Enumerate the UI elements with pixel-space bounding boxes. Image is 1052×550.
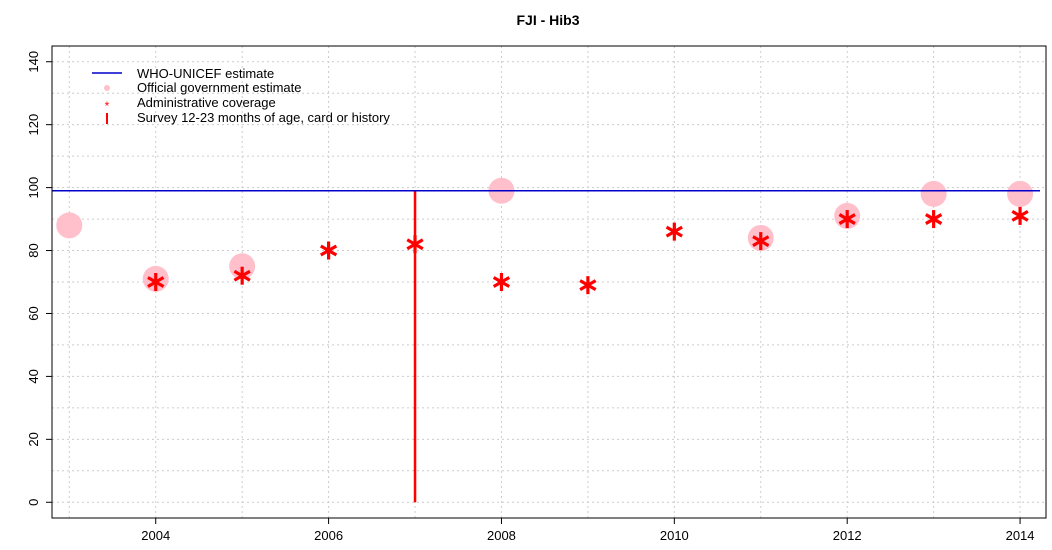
- x-tick-label: 2010: [660, 528, 689, 543]
- administrative-coverage-point: [492, 273, 511, 291]
- administrative-coverage-point: [147, 273, 165, 291]
- x-tick-label: 2014: [1006, 528, 1035, 543]
- asterisk-stroke: [406, 238, 424, 251]
- asterisk-stroke: [579, 279, 597, 292]
- y-tick-label: 40: [26, 369, 41, 383]
- asterisk-stroke: [665, 225, 683, 238]
- x-tick-label: 2004: [141, 528, 170, 543]
- chart-title: FJI - Hib3: [516, 12, 579, 28]
- legend: WHO-UNICEF estimate Official government …: [92, 66, 390, 125]
- y-tick-label: 80: [26, 243, 41, 257]
- asterisk-stroke: [147, 276, 165, 288]
- y-tick-label: 20: [26, 432, 41, 446]
- asterisk-stroke: [1011, 210, 1029, 222]
- asterisk-stroke: [925, 213, 943, 225]
- grid: [52, 46, 1046, 518]
- legend-label-official: Official government estimate: [137, 80, 302, 95]
- y-tick-label: 140: [26, 51, 41, 73]
- administrative-coverage-point: [1011, 206, 1029, 225]
- x-tick-label: 2012: [833, 528, 862, 543]
- legend-label-who-unicef: WHO-UNICEF estimate: [137, 66, 274, 81]
- y-tick-label: 0: [26, 499, 41, 506]
- official-estimate-point: [920, 180, 947, 207]
- administrative-coverage-point: [665, 222, 683, 241]
- legend-star-swatch: *: [105, 99, 110, 113]
- asterisk-stroke: [233, 269, 251, 282]
- administrative-coverage-point: [752, 232, 770, 251]
- y-tick-label: 60: [26, 306, 41, 320]
- data-marks: [52, 177, 1040, 503]
- axes: 2004 2006 2008 2010 2012 2014 0 20 40 60 80 100 120 1…: [26, 51, 1035, 543]
- asterisk-stroke: [492, 276, 511, 288]
- administrative-coverage-point: [319, 241, 338, 260]
- administrative-coverage-point: [838, 210, 856, 229]
- legend-label-survey: Survey 12-23 months of age, card or hist…: [137, 110, 390, 125]
- administrative-coverage-point: [406, 235, 424, 254]
- official-estimate-point: [1007, 180, 1034, 207]
- administrative-coverage-point: [579, 276, 597, 295]
- plot-frame: [51, 45, 1047, 519]
- administrative-coverage-point: [233, 266, 251, 285]
- administrative-coverage-point: [925, 210, 943, 229]
- asterisk-stroke: [752, 235, 770, 247]
- official-estimate-point: [56, 212, 83, 239]
- y-tick-label: 100: [26, 177, 41, 199]
- asterisk-stroke: [319, 244, 338, 257]
- x-tick-label: 2006: [314, 528, 343, 543]
- legend-label-administrative: Administrative coverage: [137, 95, 276, 110]
- legend-circle-swatch: [104, 85, 110, 91]
- y-tick-label: 120: [26, 114, 41, 136]
- asterisk-stroke: [838, 213, 856, 225]
- x-tick-label: 2008: [487, 528, 516, 543]
